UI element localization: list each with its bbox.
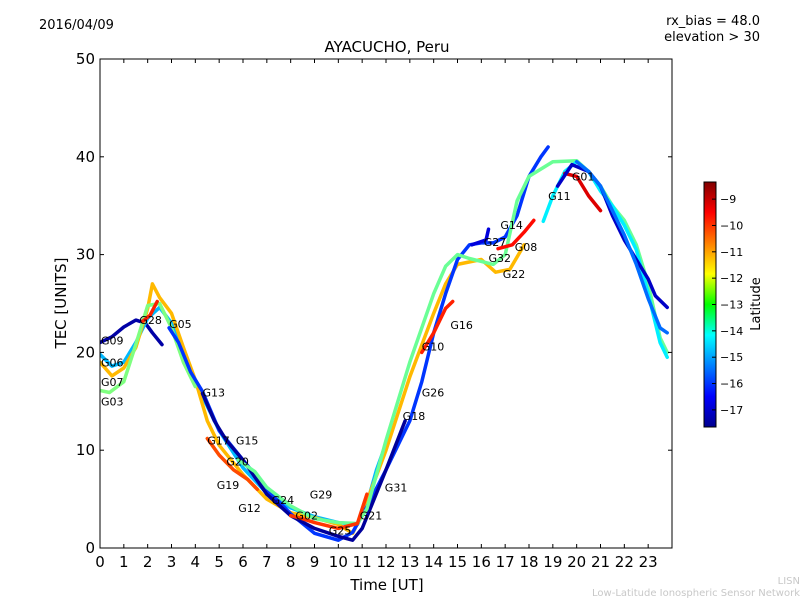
- x-tick-label: 7: [262, 553, 272, 571]
- x-tick-label: 21: [591, 553, 610, 571]
- satellite-label: G12: [238, 502, 261, 515]
- colorbar-tick-label: −15: [720, 351, 743, 364]
- series-line-g12: [236, 158, 669, 526]
- satellite-label: G06: [101, 356, 124, 369]
- date-label: 2016/04/09: [39, 18, 114, 33]
- x-tick-label: 18: [519, 553, 538, 571]
- x-tick-label: 13: [400, 553, 419, 571]
- satellite-label: G32: [488, 252, 511, 265]
- colorbar-label: Latitude: [749, 277, 764, 331]
- satellite-label: G08: [515, 241, 538, 254]
- satellite-label: G17: [207, 434, 230, 447]
- plot-frame: [99, 58, 673, 549]
- satellite-label: G15: [236, 434, 259, 447]
- satellite-label: G29: [310, 489, 333, 502]
- y-tick-label: 20: [76, 343, 95, 361]
- elevation-label: elevation > 30: [664, 30, 760, 45]
- series-line-g28: [141, 299, 159, 323]
- colorbar-tick-label: −10: [720, 219, 743, 232]
- satellite-label: G18: [403, 410, 426, 423]
- x-tick-label: 3: [167, 553, 177, 571]
- satellite-label: G10: [422, 341, 445, 354]
- y-axis-label: TEC [UNITS]: [52, 258, 70, 350]
- colorbar-tick-label: −11: [720, 246, 743, 259]
- watermark-short: LISN: [777, 576, 800, 587]
- x-tick-label: 17: [496, 553, 515, 571]
- colorbar-tick-label: −13: [720, 299, 743, 312]
- x-tick-label: 6: [238, 553, 248, 571]
- x-tick-label: 10: [329, 553, 348, 571]
- x-tick-label: 9: [310, 553, 320, 571]
- x-tick-label: 15: [448, 553, 467, 571]
- satellite-label: G16: [450, 319, 473, 332]
- colorbar-tick-label: −12: [720, 272, 743, 285]
- y-tick-label: 0: [85, 539, 95, 557]
- x-axis-label: Time [UT]: [349, 576, 423, 594]
- satellite-label: G24: [272, 494, 295, 507]
- colorbar-tick-label: −17: [720, 404, 743, 417]
- series-line-g08: [496, 218, 536, 251]
- satellite-label: G14: [500, 219, 523, 232]
- x-tick-label: 20: [567, 553, 586, 571]
- satellite-label: G01: [572, 170, 595, 183]
- series-line-g22: [555, 162, 669, 310]
- satellite-label: G26: [422, 386, 445, 399]
- x-tick-label: 16: [472, 553, 491, 571]
- watermark-long: Low-Latitude Ionospheric Sensor Network: [592, 588, 800, 599]
- x-tick-label: 19: [543, 553, 562, 571]
- x-tick-label: 23: [639, 553, 658, 571]
- satellite-label: G21: [360, 510, 383, 523]
- satellite-label: G07: [101, 376, 124, 389]
- satellite-label: G22: [503, 268, 526, 281]
- series-line-g01: [563, 171, 603, 213]
- satellite-label: G25: [329, 524, 352, 537]
- satellite-label: G31: [385, 481, 408, 494]
- satellite-label: G11: [548, 190, 571, 203]
- rx-bias-label: rx_bias = 48.0: [666, 14, 760, 29]
- y-tick-label: 30: [76, 246, 95, 264]
- y-tick-label: 40: [76, 148, 95, 166]
- satellite-label: G02: [295, 510, 318, 523]
- x-tick-label: 11: [353, 553, 372, 571]
- x-tick-label: 22: [615, 553, 634, 571]
- y-tick-label: 50: [76, 50, 95, 68]
- colorbar-tick-label: −14: [720, 325, 743, 338]
- x-tick-label: 1: [119, 553, 129, 571]
- satellite-label: G05: [169, 318, 192, 331]
- series-line-g06: [100, 305, 386, 527]
- x-tick-label: 5: [214, 553, 224, 571]
- colorbar-tick-label: −16: [720, 378, 743, 391]
- series-line-g27: [470, 227, 491, 247]
- series-line-g13: [200, 391, 407, 542]
- x-tick-label: 4: [191, 553, 201, 571]
- satellite-label: G20: [226, 455, 249, 468]
- satellite-label: G09: [101, 335, 124, 348]
- satellite-label: G28: [139, 314, 162, 327]
- series-line-g17: [205, 436, 260, 492]
- series-line-g21: [288, 492, 369, 531]
- satellite-label: G19: [217, 479, 240, 492]
- satellite-label: G03: [101, 396, 124, 409]
- series-line-g09: [100, 318, 164, 347]
- series-line-g26: [574, 159, 669, 335]
- x-tick-label: 8: [286, 553, 296, 571]
- x-tick-label: 0: [95, 553, 105, 571]
- x-tick-label: 2: [143, 553, 153, 571]
- satellite-label: G13: [202, 386, 225, 399]
- chart-title: AYACUCHO, Peru: [324, 38, 449, 56]
- series-line-g16: [420, 299, 455, 355]
- series-line-g03: [100, 301, 198, 395]
- satellite-label: G27: [484, 236, 507, 249]
- colorbar-tick-label: −9: [720, 193, 736, 206]
- x-tick-label: 14: [424, 553, 443, 571]
- y-tick-label: 10: [76, 441, 95, 459]
- x-tick-label: 12: [376, 553, 395, 571]
